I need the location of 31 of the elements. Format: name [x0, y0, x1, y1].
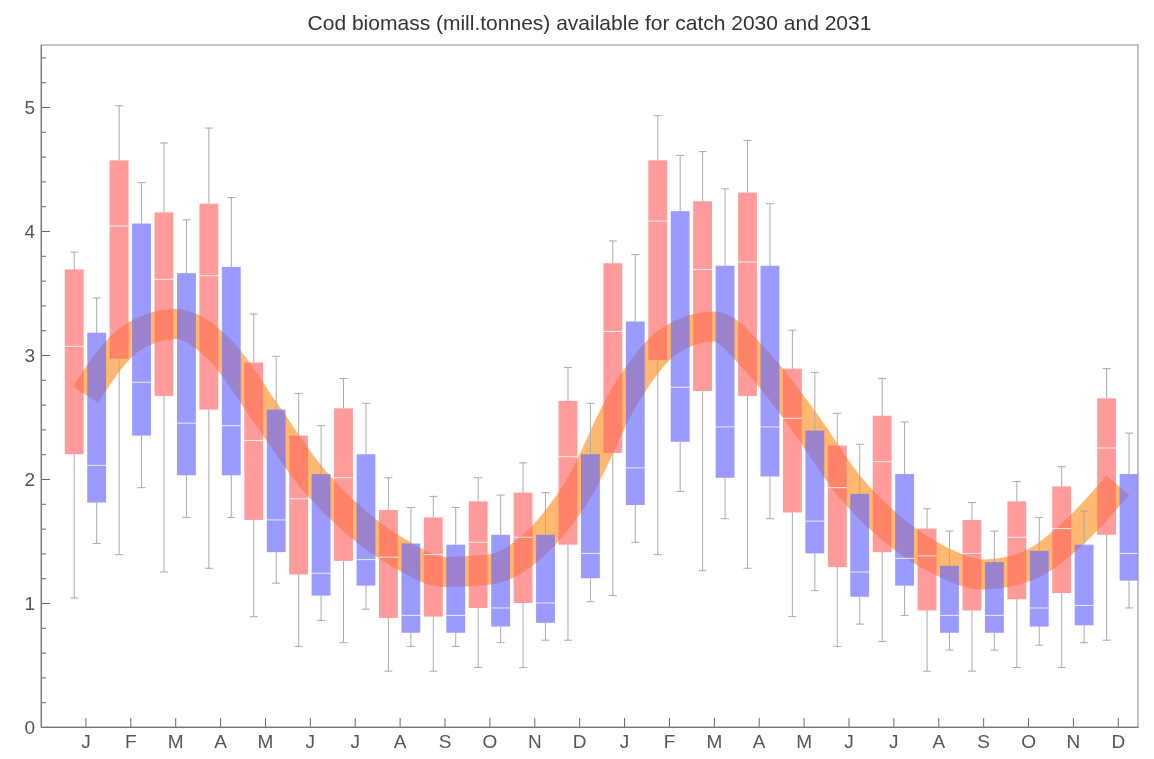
x-tick-label: O — [1021, 731, 1036, 753]
y-tick-label: 2 — [24, 468, 35, 490]
x-tick-label: A — [393, 731, 407, 753]
chart-title: Cod biomass (mill.tonnes) available for catch 2030 and 2031 — [307, 11, 872, 34]
y-tick-label: 5 — [24, 96, 35, 118]
x-tick-label: J — [889, 731, 899, 753]
x-tick-label: M — [257, 731, 274, 753]
x-tick-label: J — [305, 731, 316, 753]
y-tick-label: 0 — [24, 716, 35, 738]
x-tick-label: A — [752, 731, 766, 753]
x-tick-label: D — [1111, 731, 1126, 753]
x-tick-label: F — [125, 731, 137, 753]
x-tick-label: S — [438, 731, 452, 753]
x-tick-label: M — [167, 731, 184, 753]
y-tick-label: 1 — [24, 592, 35, 614]
x-tick-label: S — [977, 731, 990, 753]
x-tick-label: D — [572, 731, 587, 753]
y-tick-label: 4 — [24, 220, 36, 242]
x-tick-label: J — [81, 731, 91, 753]
x-tick-label: J — [350, 731, 360, 753]
x-tick-label: F — [663, 731, 676, 753]
x-tick-label: A — [932, 731, 946, 753]
x-tick-label: M — [706, 731, 723, 753]
x-tick-label: N — [1066, 731, 1081, 753]
x-tick-label: J — [844, 731, 854, 753]
x-tick-label: A — [214, 731, 228, 753]
x-tick-label: O — [482, 731, 498, 753]
x-tick-label: N — [527, 731, 542, 753]
y-tick-label: 3 — [24, 344, 35, 366]
x-tick-label: M — [796, 731, 813, 753]
x-tick-label: J — [619, 731, 630, 753]
